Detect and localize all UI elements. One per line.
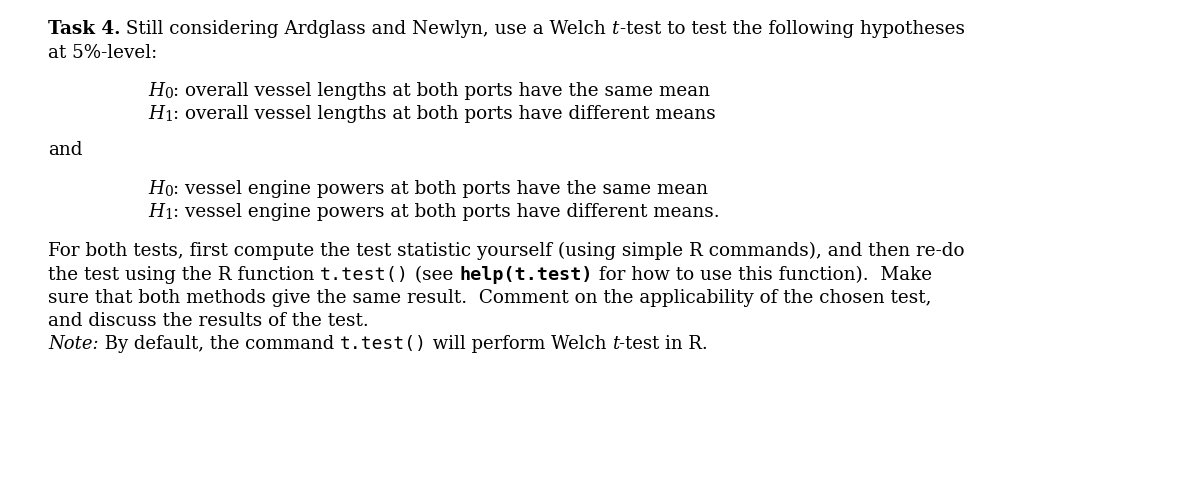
Text: -test to test the following hypotheses: -test to test the following hypotheses — [619, 20, 965, 38]
Text: and discuss the results of the test.: and discuss the results of the test. — [48, 312, 368, 330]
Text: : overall vessel lengths at both ports have different means: : overall vessel lengths at both ports h… — [173, 105, 715, 123]
Text: t: t — [612, 335, 619, 353]
Text: 0: 0 — [164, 185, 173, 199]
Text: help(t.test): help(t.test) — [460, 266, 593, 284]
Text: -test in R.: -test in R. — [619, 335, 708, 353]
Text: at 5%-level:: at 5%-level: — [48, 44, 157, 62]
Text: : overall vessel lengths at both ports have the same mean: : overall vessel lengths at both ports h… — [173, 82, 709, 100]
Text: and: and — [48, 141, 83, 159]
Text: 1: 1 — [164, 208, 173, 222]
Text: Still considering Ardglass and Newlyn, use a Welch: Still considering Ardglass and Newlyn, u… — [120, 20, 612, 38]
Text: By default, the command: By default, the command — [98, 335, 340, 353]
Text: : vessel engine powers at both ports have different means.: : vessel engine powers at both ports hav… — [173, 203, 720, 221]
Text: (see: (see — [409, 266, 460, 284]
Text: the test using the R function: the test using the R function — [48, 266, 320, 284]
Text: 0: 0 — [164, 87, 173, 101]
Text: For both tests, first compute the test statistic yourself (using simple R comman: For both tests, first compute the test s… — [48, 242, 965, 260]
Text: will perform Welch: will perform Welch — [427, 335, 612, 353]
Text: H: H — [148, 203, 164, 221]
Text: for how to use this function).  Make: for how to use this function). Make — [593, 266, 932, 284]
Text: H: H — [148, 82, 164, 100]
Text: Task 4.: Task 4. — [48, 20, 120, 38]
Text: H: H — [148, 180, 164, 198]
Text: 1: 1 — [164, 110, 173, 124]
Text: sure that both methods give the same result.  Comment on the applicability of th: sure that both methods give the same res… — [48, 289, 931, 307]
Text: : vessel engine powers at both ports have the same mean: : vessel engine powers at both ports hav… — [173, 180, 708, 198]
Text: Note:: Note: — [48, 335, 98, 353]
Text: t.test(): t.test() — [320, 266, 409, 284]
Text: t: t — [612, 20, 619, 38]
Text: H: H — [148, 105, 164, 123]
Text: t.test(): t.test() — [340, 335, 427, 353]
